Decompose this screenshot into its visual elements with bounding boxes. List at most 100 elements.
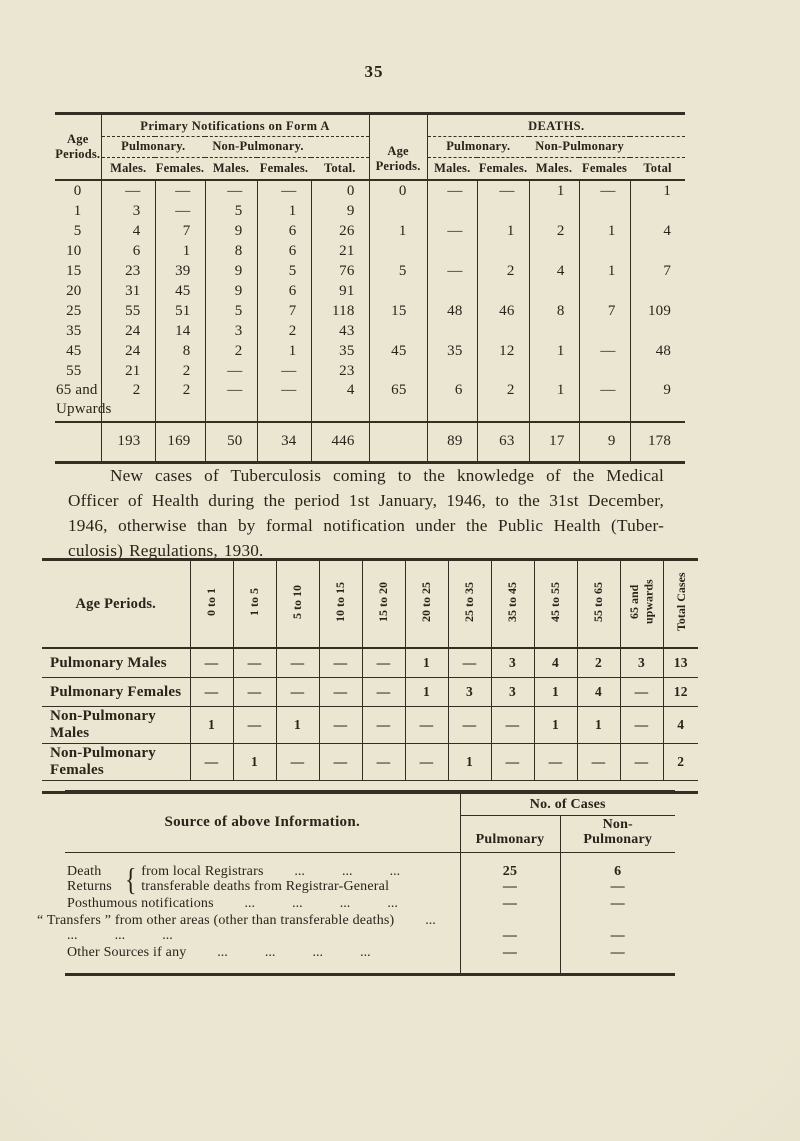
table-row: 25 55 51 5 7 118 15 48 46 8 7 109 — [55, 301, 686, 322]
death-returns-group: Death Returns { from local Registrars...… — [67, 863, 459, 895]
cell — [368, 321, 428, 342]
row-label-cell: “ Transfers ” from other areas (other th… — [37, 912, 460, 944]
cell: 91 — [310, 281, 370, 302]
dot-leaders: ... ... ... ... — [244, 896, 398, 912]
cell: 9 — [578, 421, 631, 463]
cell: 35 — [310, 341, 370, 362]
cell: 1 — [578, 221, 631, 242]
column-header: 45 to 55 — [533, 559, 577, 649]
cell: 1 — [232, 743, 276, 781]
column-header: 10 to 15 — [318, 559, 362, 649]
age-distribution-table: Age Periods. 0 to 1 1 to 5 5 to 10 10 to… — [42, 558, 698, 794]
cell: — — [404, 743, 448, 781]
cell: — — [275, 743, 319, 781]
column-header-label: 5 to 10 — [290, 584, 305, 619]
cell: 1 — [275, 706, 319, 744]
cell: 31 — [100, 281, 155, 302]
cell: 1 — [73, 203, 82, 220]
cell: 1 — [576, 706, 620, 744]
table-row: Pulmonary Non-Pulmonary — [65, 815, 675, 854]
cell: 21 — [310, 241, 370, 262]
cell: 4 — [629, 221, 686, 242]
row-label-cell: Other Sources if any ... ... ... ... — [65, 944, 460, 975]
cell — [578, 361, 631, 382]
cell: 2 — [528, 221, 580, 242]
cell — [629, 361, 686, 382]
cell: 34 — [256, 421, 311, 463]
cell: 3 — [490, 647, 534, 678]
cell: 76 — [310, 261, 370, 282]
cell: 2 — [204, 341, 257, 362]
row-label: Non-Pulmonary Males — [42, 706, 190, 744]
column-header: Total. — [311, 157, 370, 182]
value: — — [610, 879, 625, 895]
notifications-and-deaths-table: Age Periods. Primary Notifications on Fo… — [55, 112, 686, 465]
cell: 89 — [426, 421, 478, 463]
line-text: from local Registrars — [141, 864, 264, 880]
table-row: Age Periods. 0 to 1 1 to 5 5 to 10 10 to… — [42, 559, 698, 649]
cell: 45 — [66, 343, 82, 360]
cell: 0 — [368, 180, 428, 202]
column-header: Males. — [529, 157, 580, 182]
cell: 1 — [256, 341, 311, 362]
cell: 50 — [204, 421, 257, 463]
cell: 55 — [100, 301, 155, 322]
table-row: 45 24 8 2 1 35 45 35 12 1 — 48 — [55, 341, 686, 362]
cell: 1 — [368, 221, 428, 242]
cell: 6 — [256, 281, 311, 302]
page-number: 35 — [364, 62, 384, 81]
cell: 1 — [189, 706, 233, 744]
no-of-cases-header: No. of Cases — [459, 791, 675, 816]
cell: 1 — [476, 221, 530, 242]
cell: 0 — [310, 180, 370, 202]
cell: 1 — [404, 647, 448, 678]
cell: 1 — [533, 706, 577, 744]
table-row: 0 — — — — 0 0 — — 1 — 1 — [55, 180, 686, 202]
cell: 17 — [528, 421, 580, 463]
cell — [528, 281, 580, 302]
cell: 65 and Upwards — [56, 382, 112, 418]
cell: — — [275, 647, 319, 678]
cell: — — [426, 221, 478, 242]
age-periods-header: Age Periods. — [55, 113, 102, 182]
row-label-cell: Posthumous notifications ... ... ... ... — [65, 895, 460, 912]
cell: 2 — [100, 381, 155, 423]
cell: 8 — [528, 301, 580, 322]
table-row: 15 23 39 9 5 76 5 — 2 4 1 7 — [55, 261, 686, 282]
pulmonary-group-header: Pulmonary. — [101, 136, 205, 158]
column-header: Females. — [257, 157, 311, 182]
cell: — — [426, 180, 478, 202]
cell: — — [189, 677, 233, 707]
cell: 3 — [204, 321, 257, 342]
cell: — — [447, 647, 491, 678]
cell: — — [232, 677, 276, 707]
cell: 1 — [154, 241, 205, 262]
cell — [629, 201, 686, 222]
cell: 118 — [310, 301, 370, 322]
row-label: Pulmonary Females — [42, 677, 190, 707]
column-header-label: 20 to 25 — [419, 581, 434, 622]
death-returns-line: transferable deaths from Registrar-Gener… — [141, 879, 390, 895]
cell: 2 — [662, 743, 698, 781]
cell: — — [619, 743, 663, 781]
cell — [476, 241, 530, 262]
cell: — — [490, 743, 534, 781]
source-of-information-table: Source of above Information. No. of Case… — [37, 790, 675, 977]
paragraph-line: culosis) Regulations, 1930. — [68, 541, 264, 560]
column-header-label: 1 to 5 — [247, 587, 262, 616]
cell — [368, 281, 428, 302]
cell — [578, 241, 631, 262]
table-row: 55 21 2 — — 23 — [55, 361, 686, 382]
cell: 8 — [154, 341, 205, 362]
non-pulmonary-column-label: Non-Pulmonary — [583, 817, 653, 848]
cell: — — [204, 361, 257, 382]
paragraph-line: 1946, otherwise than by formal notificat… — [68, 516, 664, 535]
cell: — — [318, 743, 362, 781]
cell: 45 — [154, 281, 205, 302]
cell: — — [232, 706, 276, 744]
cell: 3 — [100, 201, 155, 222]
cell — [426, 241, 478, 262]
cell: 2 — [476, 381, 530, 423]
table-row: Source of above Information. No. of Case… — [65, 791, 675, 854]
value: — — [502, 879, 518, 895]
